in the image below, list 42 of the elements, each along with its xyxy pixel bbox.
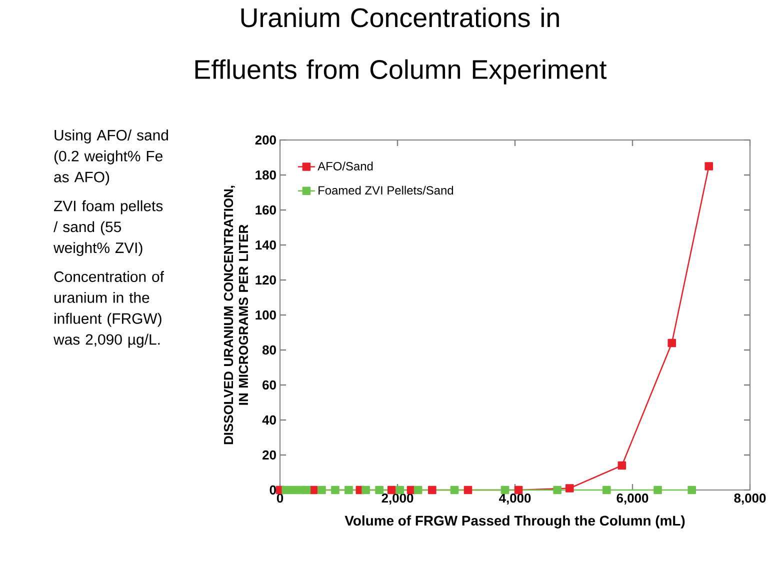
y-tick-label: 100 <box>256 310 276 320</box>
point <box>602 486 611 494</box>
y-tick-label: 60 <box>262 380 276 390</box>
point <box>318 486 326 494</box>
y-tick-label: 80 <box>262 345 276 355</box>
y-tick-label: 180 <box>256 170 276 180</box>
x-tick-label: 6,000 <box>616 494 648 505</box>
x-axis-title: Volume of FRGW Passed Through the Column (mL) <box>344 515 685 528</box>
point <box>302 486 311 494</box>
y-tick-label: 40 <box>262 415 276 425</box>
x-tick-label: 8,000 <box>734 494 766 505</box>
chart-title: Uranium Concentrations in Effluents from Column Experiment <box>195 8 607 84</box>
text: Concentration of uranium in the influent (FRGW) was 2,090 µg/L. <box>54 271 164 348</box>
y-tick-label: 160 <box>256 205 276 215</box>
point <box>428 486 436 494</box>
x-tick-label: 2,000 <box>382 494 414 505</box>
text: ZVI foam pellets / sand (55 weight% ZVI) <box>54 200 163 256</box>
legend-label: AFO/Sand <box>318 162 373 170</box>
y-tick-label: 120 <box>256 275 276 285</box>
point <box>344 486 353 494</box>
legend-label: Foamed ZVI Pellets/Sand <box>318 186 454 195</box>
y-tick-label: 0 <box>270 485 276 495</box>
point <box>362 486 370 494</box>
point <box>618 461 626 470</box>
y-tick-label: 200 <box>255 135 276 145</box>
point <box>654 486 662 494</box>
point <box>375 486 384 494</box>
y-tick-label: 140 <box>256 240 276 250</box>
point <box>331 486 340 494</box>
point <box>565 484 574 492</box>
point <box>414 486 422 494</box>
text: Using AFO/ sand (0.2 weight% Fe as AFO) <box>54 130 168 186</box>
y-tick-label: 20 <box>262 450 276 460</box>
x-tick-label: 4,000 <box>499 494 531 505</box>
point <box>464 486 472 494</box>
point <box>668 338 676 348</box>
x-tick-label: 0 <box>276 494 284 503</box>
point <box>688 486 696 494</box>
point <box>553 486 562 494</box>
y-axis-title: DISSOLVED URANIUM CONCENTRATION, IN MICROGRAMS PER LITER <box>224 186 248 444</box>
point <box>704 162 714 170</box>
point <box>450 486 459 494</box>
